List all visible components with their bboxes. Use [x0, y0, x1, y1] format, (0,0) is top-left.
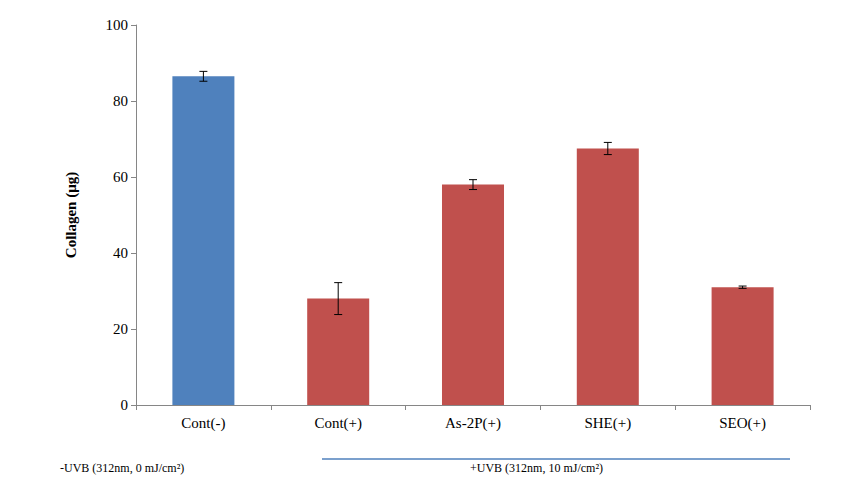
svg-text:Collagen (μg): Collagen (μg) — [63, 172, 80, 258]
svg-text:40: 40 — [113, 245, 128, 261]
svg-text:+UVB (312nm, 10 mJ/cm²): +UVB (312nm, 10 mJ/cm²) — [470, 461, 603, 475]
svg-text:SHE(+): SHE(+) — [584, 415, 631, 432]
svg-text:Cont(+): Cont(+) — [314, 415, 362, 432]
svg-text:20: 20 — [113, 321, 128, 337]
svg-text:Cont(-): Cont(-) — [181, 415, 225, 432]
svg-text:0: 0 — [121, 397, 129, 413]
svg-text:100: 100 — [106, 17, 129, 33]
svg-text:-UVB (312nm, 0 mJ/cm²): -UVB (312nm, 0 mJ/cm²) — [60, 461, 184, 475]
svg-text:As-2P(+): As-2P(+) — [445, 415, 501, 432]
svg-text:60: 60 — [113, 169, 128, 185]
svg-text:SEO(+): SEO(+) — [719, 415, 766, 432]
svg-text:80: 80 — [113, 93, 128, 109]
